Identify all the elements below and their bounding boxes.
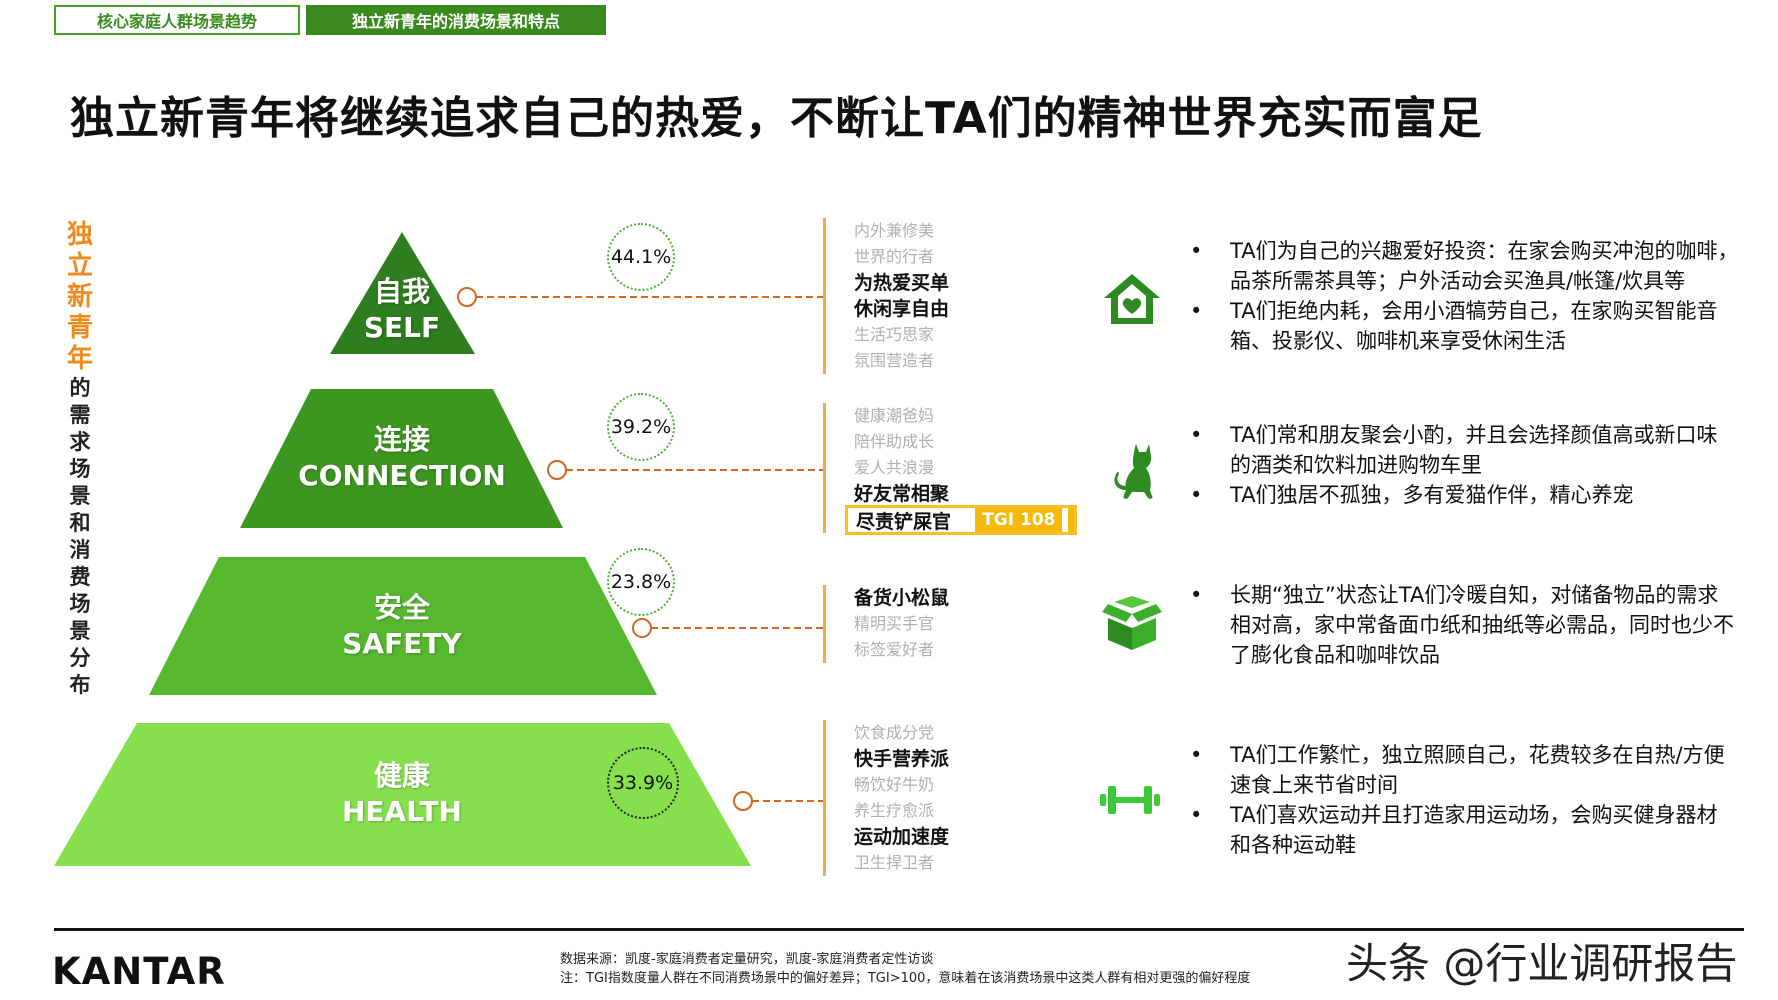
scene-item: 陪伴助成长 xyxy=(854,432,935,451)
vertical-label-char: 年 xyxy=(66,344,93,374)
pyramid-tier-health xyxy=(54,723,751,866)
tier-cn: 安全 xyxy=(373,591,430,624)
scene-list-safety: 备货小松鼠 精明买手官 标签爱好者 xyxy=(823,585,949,663)
bullets-health: TA们工作繁忙，独立照顾自己，花费较多在自热/方便速食上来节省时间 TA们喜欢运… xyxy=(1190,740,1735,860)
bullet-item: TA们常和朋友聚会小酌，并且会选择颜值高或新口味的酒类和饮料加进购物车里 xyxy=(1190,420,1735,480)
vertical-label-char: 场 xyxy=(69,457,91,481)
connector-dot-connection xyxy=(547,460,567,480)
scene-item: 畅饮好牛奶 xyxy=(854,775,935,794)
connector-dot-health xyxy=(733,791,753,811)
scene-list-health: 饮食成分党 快手营养派 畅饮好牛奶 养生疗愈派 运动加速度 卫生捍卫者 xyxy=(823,720,949,876)
tier-en: SAFETY xyxy=(342,627,462,660)
scene-list-self: 内外兼修美 世界的行者 为热爱买单 休闲享自由 生活巧思家 氛围营造者 xyxy=(823,218,949,374)
pyramid-tier-self xyxy=(330,232,475,354)
vertical-label-char: 和 xyxy=(69,511,91,535)
scene-item: 爱人共浪漫 xyxy=(854,458,935,477)
scene-item-highlight: 为热爱买单 xyxy=(854,272,950,294)
scene-item: 内外兼修美 xyxy=(854,221,935,240)
footer-source: 数据来源：凯度-家庭消费者定量研究，凯度-家庭消费者定性访谈 注：TGI指数度量… xyxy=(560,950,1250,988)
vertical-label-char: 独 xyxy=(66,220,93,250)
scene-item: 世界的行者 xyxy=(854,247,935,266)
scene-item: 生活巧思家 xyxy=(854,325,935,344)
bullet-item: TA们喜欢运动并且打造家用运动场，会购买健身器材和各种运动鞋 xyxy=(1190,800,1735,860)
vertical-label-char: 立 xyxy=(66,251,93,281)
vertical-label-char: 的 xyxy=(69,376,91,400)
tier-cn: 自我 xyxy=(373,275,430,308)
pct-badge-self: 44.1% xyxy=(607,223,675,291)
kantar-logo: KANTAR xyxy=(52,950,226,993)
note-text: 注：TGI指数度量人群在不同消费场景中的偏好差异；TGI>100，意味着在该消费… xyxy=(560,971,1251,986)
pct-badge-health: 33.9% xyxy=(607,747,679,819)
connector-dot-safety xyxy=(632,618,652,638)
tier-en: HEALTH xyxy=(342,795,462,828)
scene-item-highlight: 休闲享自由 xyxy=(854,298,950,320)
scene-list-connection: 健康潮爸妈 陪伴助成长 爱人共浪漫 好友常相聚 xyxy=(823,403,949,533)
vertical-label-char: 布 xyxy=(69,673,91,697)
vertical-label-char: 景 xyxy=(69,484,91,508)
vertical-label-char: 求 xyxy=(69,430,91,454)
tier-label-health: 健康 HEALTH xyxy=(302,758,502,830)
tab-independent-youth[interactable]: 独立新青年的消费场景和特点 xyxy=(306,5,606,35)
vertical-label-char: 新 xyxy=(66,282,93,312)
vertical-label-char: 景 xyxy=(69,619,91,643)
source-text: 数据来源：凯度-家庭消费者定量研究，凯度-家庭消费者定性访谈 xyxy=(560,952,934,967)
bullet-item: TA们拒绝内耗，会用小酒犒劳自己，在家购买智能音箱、投影仪、咖啡机来享受休闲生活 xyxy=(1190,296,1750,356)
tgi-badge: 尽责铲屎官 TGI 108 xyxy=(845,505,1077,535)
scene-item: 精明买手官 xyxy=(854,614,935,633)
vertical-label-char: 分 xyxy=(69,646,91,670)
bullets-self: TA们为自己的兴趣爱好投资：在家会购买冲泡的咖啡，品茶所需茶具等；户外活动会买渔… xyxy=(1190,236,1750,356)
tier-en: SELF xyxy=(363,311,441,344)
vertical-label-char: 青 xyxy=(66,313,93,343)
pct-badge-safety: 23.8% xyxy=(607,548,675,616)
vertical-label: 独 立 新 青 年 的 需 求 场 景 和 消 费 场 景 分 布 xyxy=(62,220,98,699)
vertical-label-char: 消 xyxy=(69,538,91,562)
scene-item: 氛围营造者 xyxy=(854,351,935,370)
tgi-scene-name: 尽责铲屎官 xyxy=(856,510,952,533)
scene-item: 卫生捍卫者 xyxy=(854,853,935,872)
dumbbell-icon xyxy=(1100,786,1160,814)
bullet-item: 长期“独立”状态让TA们冷暖自知，对储备物品的需求相对高，家中常备面巾纸和抽纸等… xyxy=(1190,580,1735,670)
vertical-label-char: 费 xyxy=(69,565,91,589)
scene-item: 饮食成分党 xyxy=(854,723,935,742)
tgi-stripe xyxy=(1068,508,1074,532)
bullet-item: TA们为自己的兴趣爱好投资：在家会购买冲泡的咖啡，品茶所需茶具等；户外活动会买渔… xyxy=(1190,236,1750,296)
tier-label-self: 自我 SELF xyxy=(342,274,462,346)
scene-item: 养生疗愈派 xyxy=(854,801,935,820)
pyramid-tier-safety xyxy=(149,557,657,695)
scene-item-highlight: 备货小松鼠 xyxy=(854,587,950,609)
pct-badge-connection: 39.2% xyxy=(607,393,675,461)
scene-item-highlight: 快手营养派 xyxy=(854,748,950,770)
scene-item-highlight: 好友常相聚 xyxy=(854,483,950,505)
scene-item-highlight: 运动加速度 xyxy=(854,826,950,848)
vertical-label-char: 需 xyxy=(69,403,91,427)
bullet-item: TA们独居不孤独，多有爱猫作伴，精心养宠 xyxy=(1190,480,1735,510)
scene-item: 健康潮爸妈 xyxy=(854,406,935,425)
tier-en: CONNECTION xyxy=(298,459,506,492)
bullets-connection: TA们常和朋友聚会小酌，并且会选择颜值高或新口味的酒类和饮料加进购物车里 TA们… xyxy=(1190,420,1735,510)
connector-dot-self xyxy=(457,287,477,307)
tier-cn: 健康 xyxy=(373,759,430,792)
tab-core-family-trends[interactable]: 核心家庭人群场景趋势 xyxy=(54,5,300,35)
tier-cn: 连接 xyxy=(373,423,430,456)
tgi-value: TGI 108 xyxy=(975,508,1063,532)
vertical-label-char: 场 xyxy=(69,592,91,616)
pyramid-tier-connection xyxy=(240,389,563,528)
footer-divider xyxy=(54,928,1744,931)
page-title: 独立新青年将继续追求自己的热爱，不断让TA们的精神世界充实而富足 xyxy=(70,93,1483,144)
bullets-safety: 长期“独立”状态让TA们冷暖自知，对储备物品的需求相对高，家中常备面巾纸和抽纸等… xyxy=(1190,580,1735,670)
tier-label-connection: 连接 CONNECTION xyxy=(282,422,522,494)
tier-label-safety: 安全 SAFETY xyxy=(302,590,502,662)
cat-icon xyxy=(1114,444,1153,499)
box-icon xyxy=(1102,596,1162,650)
watermark: 头条 @行业调研报告 xyxy=(1346,939,1738,988)
scene-item: 标签爱好者 xyxy=(854,640,935,659)
home-heart-icon xyxy=(1104,274,1160,324)
bullet-item: TA们工作繁忙，独立照顾自己，花费较多在自热/方便速食上来节省时间 xyxy=(1190,740,1735,800)
